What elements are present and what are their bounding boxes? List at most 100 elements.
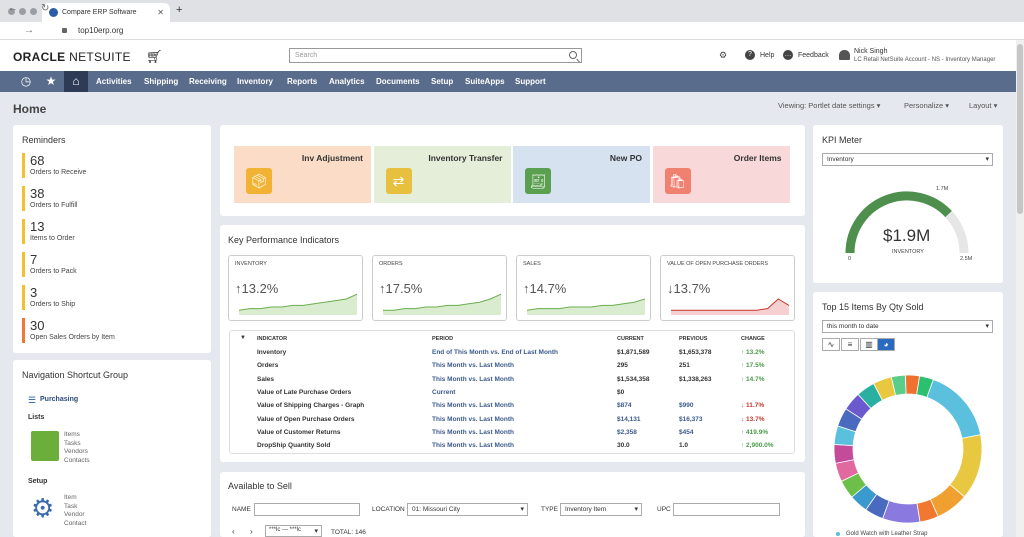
nav-item-analytics[interactable]: Analytics (329, 77, 365, 86)
reminder-label: Orders to Pack (30, 268, 77, 275)
nav-item-activities[interactable]: Activities (96, 77, 132, 86)
nav-item-shipping[interactable]: Shipping (144, 77, 179, 86)
help-icon[interactable]: ? (745, 50, 755, 60)
personalize-menu[interactable]: Personalize ▾ (904, 101, 950, 110)
home-icon[interactable]: ⌂ (64, 71, 88, 92)
kpi-cell-c: $1,534,358 (617, 375, 650, 383)
layout-menu[interactable]: Layout ▾ (969, 101, 998, 110)
url-bar (0, 22, 1024, 40)
bar-chart-toggle[interactable]: ≡ (841, 338, 859, 351)
nav-item-suiteapps[interactable]: SuiteApps (465, 77, 505, 86)
shortcut-inventory-transfer[interactable]: Inventory Transfer ⇄ (373, 146, 511, 203)
nav-item-documents[interactable]: Documents (376, 77, 420, 86)
nav-item-inventory[interactable]: Inventory (237, 77, 274, 86)
line-chart-toggle[interactable]: ∿ (822, 338, 840, 351)
search-icon[interactable] (569, 51, 577, 59)
setup-link-vendor[interactable]: Vendor (64, 511, 85, 518)
kpi-box-1[interactable]: INVENTORY ↑13.2% (228, 255, 363, 321)
kpi-header-period: PERIOD (432, 336, 454, 342)
kpi-cell-i[interactable]: Value of Late Purchase Orders (257, 388, 352, 396)
portlet-date-settings[interactable]: Viewing: Portlet date settings ▾ (778, 101, 881, 110)
cart-icon[interactable]: 🛒︎ (146, 49, 163, 64)
setup-link-item[interactable]: Item (64, 494, 77, 501)
url-text[interactable]: top10erp.org (78, 26, 124, 35)
kpi-box-4[interactable]: VALUE OF OPEN PURCHASE ORDERS ↓13.7% (660, 255, 795, 321)
nav-item-receiving[interactable]: Receiving (189, 77, 227, 86)
forward-icon[interactable]: → (24, 25, 34, 36)
kpi-box-2[interactable]: ORDERS ↑17.5% (372, 255, 507, 321)
upc-input[interactable] (673, 503, 780, 516)
close-tab-icon[interactable]: ✕ (157, 8, 164, 17)
donut-chart-toggle[interactable]: ◕ (877, 338, 895, 351)
help-link[interactable]: Help (760, 52, 775, 59)
kpi-box-3[interactable]: SALES ↑14.7% (516, 255, 651, 321)
new-tab-icon[interactable]: + (176, 4, 183, 16)
collapse-icon[interactable]: ▼ (240, 335, 246, 341)
list-link-vendors[interactable]: Vendors (64, 448, 88, 455)
reminder-item[interactable]: 30 Open Sales Orders by Item (22, 318, 202, 343)
name-input[interactable] (254, 503, 360, 516)
reminder-item[interactable]: 38 Orders to Fulfill (22, 186, 202, 211)
main-nav (0, 71, 1024, 92)
kpi-cell-i[interactable]: Value of Open Purchase Orders (257, 415, 355, 423)
kpi-cell-c: $14,131 (617, 415, 641, 423)
window-minimize-dot[interactable] (19, 8, 26, 15)
list-link-contacts[interactable]: Contacts (64, 456, 90, 464)
shortcut-new-po[interactable]: New PO 🧾︎ (513, 146, 650, 203)
reminder-item[interactable]: 68 Orders to Receive (22, 153, 202, 178)
list-link-items[interactable]: Items (64, 431, 80, 438)
lock-icon (62, 28, 67, 33)
window-close-dot[interactable] (8, 8, 15, 15)
kpi-cell-pr: $1,653,378 (679, 349, 712, 356)
nav-item-support[interactable]: Support (515, 77, 546, 86)
kpi-cell-i[interactable]: Sales (257, 375, 274, 383)
browser-tab-bar (0, 0, 1024, 22)
purchasing-link[interactable]: Purchasing (40, 396, 79, 403)
donut-slice[interactable] (916, 375, 934, 398)
prev-page-icon[interactable]: ‹ (232, 527, 235, 536)
user-menu[interactable]: Nick Singh LC Retail NetSuite Account - N… (854, 48, 995, 64)
oracle-netsuite-logo[interactable]: ORACLE NETSUITE (13, 50, 131, 64)
star-icon[interactable]: ★ (45, 74, 57, 88)
kpi-box-title: INVENTORY (235, 261, 267, 267)
recent-records-icon[interactable]: ⚙ (718, 50, 728, 60)
type-select[interactable]: Inventory Item (560, 503, 642, 516)
browser-tab[interactable]: Compare ERP Software ✕ (42, 3, 170, 22)
search-input[interactable]: Search (289, 48, 582, 63)
kpi-cell-i[interactable]: Value of Shipping Charges - Graph (257, 402, 365, 410)
window-zoom-dot[interactable] (30, 8, 37, 15)
avatar[interactable] (839, 50, 850, 60)
scrollbar-thumb[interactable] (1017, 44, 1023, 214)
location-value: 01: Missouri City (412, 506, 461, 513)
nav-item-reports[interactable]: Reports (287, 77, 318, 86)
reminder-item[interactable]: 7 Orders to Pack (22, 252, 202, 277)
shortcut-order-items[interactable]: Order Items 🛍︎ (652, 146, 790, 203)
location-select[interactable]: 01: Missouri City (407, 503, 528, 516)
kpi-cell-i[interactable]: Orders (257, 362, 279, 370)
column-chart-toggle[interactable]: ▥ (860, 338, 878, 351)
kpi-cell-i[interactable]: Value of Customer Returns (257, 428, 341, 436)
back-icon[interactable]: ← (8, 3, 18, 14)
nav-item-setup[interactable]: Setup (431, 77, 454, 86)
donut-slice[interactable] (949, 434, 983, 498)
reload-icon[interactable]: ↻ (41, 3, 50, 14)
top15-select[interactable]: this month to date (822, 320, 993, 333)
reminder-item[interactable]: 3 Orders to Ship (22, 285, 202, 310)
feedback-icon[interactable]: … (783, 50, 793, 60)
kpi-cell-i[interactable]: DropShip Quantity Sold (257, 442, 331, 450)
logo-bold: ORACLE (13, 50, 66, 64)
next-page-icon[interactable]: › (250, 527, 253, 536)
setup-link-task[interactable]: Task (64, 502, 78, 510)
feedback-link[interactable]: Feedback (798, 52, 829, 59)
list-link-tasks[interactable]: Tasks (64, 439, 81, 447)
setup-link-contact[interactable]: Contact (64, 519, 87, 527)
page-select[interactable]: ***lc --- ***lc (265, 525, 322, 537)
donut-slice[interactable] (926, 378, 982, 439)
reminder-item[interactable]: 13 Items to Order (22, 219, 202, 244)
shortcut-inv-adjustment[interactable]: Inv Adjustment 📦︎ (234, 146, 371, 203)
meter-select[interactable]: Inventory (822, 153, 993, 166)
scrollbar[interactable] (1016, 40, 1024, 537)
kpi-cell-i[interactable]: Inventory (257, 349, 287, 356)
recent-icon[interactable]: ◷ (20, 74, 32, 88)
donut-slice[interactable] (833, 444, 855, 464)
